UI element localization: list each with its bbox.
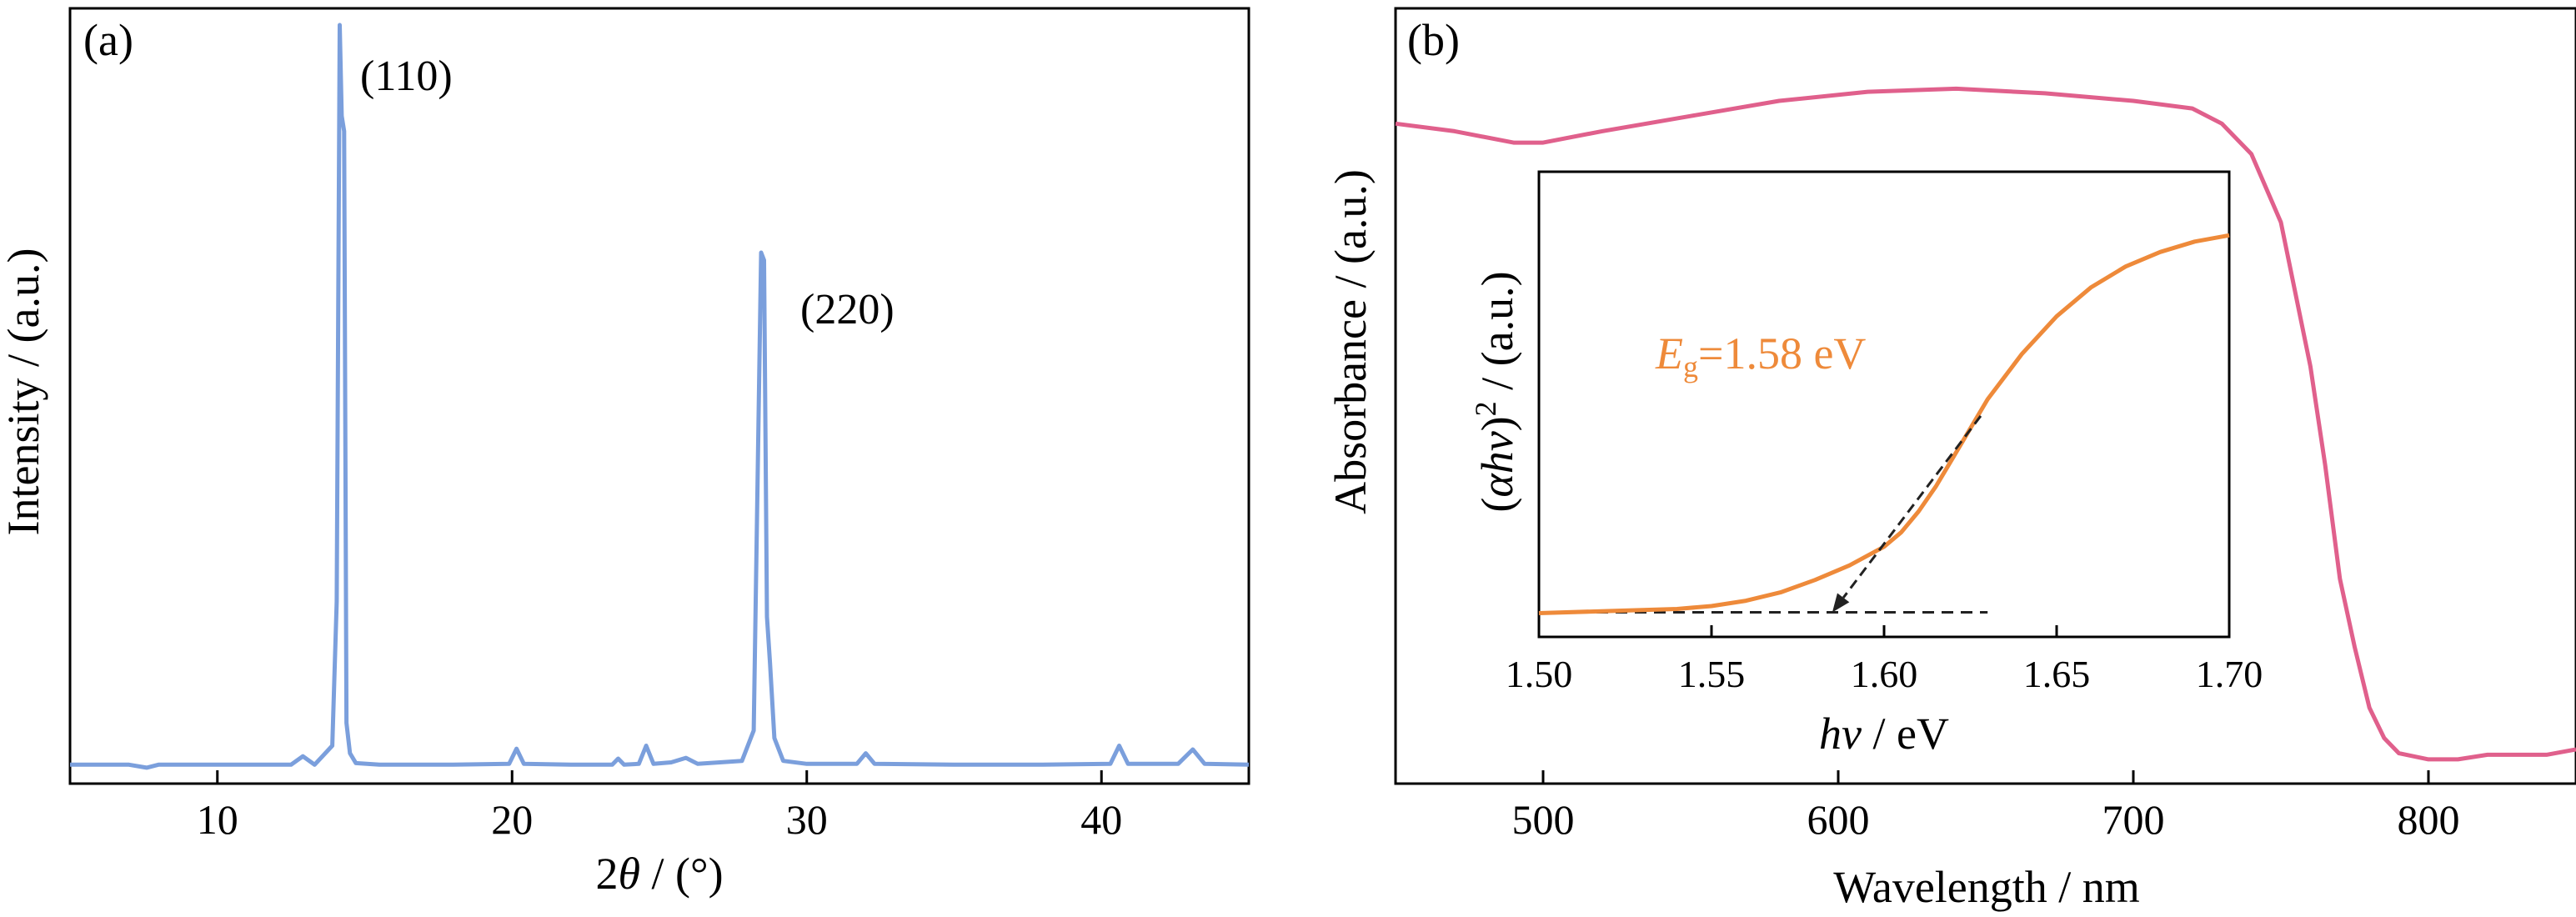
panel-b: 500 600 700 800 (b) Absorbance / (a.u.) Wav…: [1326, 7, 2576, 912]
inset-x-tick-label-2: 1.60: [1851, 653, 1918, 695]
panel-a-frame: [68, 7, 1250, 785]
xrd-series-line: [70, 23, 1250, 770]
panel-b-label: (b): [1407, 15, 1460, 65]
inset-y-axis-label: (αhν)2 / (a.u.): [1469, 271, 1522, 512]
inset-x-axis-label: hν / eV: [1819, 709, 1949, 759]
panel-a-x-tick-label-0: 10: [197, 796, 238, 843]
x-label-prefix: 2: [595, 849, 618, 899]
panel-b-x-tick-label-2: 700: [2102, 796, 2165, 843]
panel-a-label: (a): [83, 15, 133, 65]
tauc-inset: 1.50 1.55 1.60 1.65 1.70 Eg=1.58 eV (αhν)2 /…: [1469, 170, 2263, 759]
inset-ylabel-unit: / (a.u.): [1472, 271, 1522, 401]
tauc-tangent-arrow: [1842, 415, 1982, 599]
inset-background: [1537, 170, 2231, 639]
panel-a-y-axis-label: Intensity / (a.u.): [0, 248, 48, 536]
inset-x-tick-label-3: 1.65: [2023, 653, 2091, 695]
tauc-series-line: [1538, 233, 2230, 615]
panel-b-x-tick-label-0: 500: [1512, 796, 1575, 843]
x-label-suffix: / (°): [640, 849, 724, 899]
panel-b-frame: [1394, 7, 2576, 785]
panel-a-x-tick-label-3: 40: [1080, 796, 1122, 843]
tangent-arrowhead: [1832, 593, 1850, 613]
peak-label-110: (110): [360, 53, 453, 100]
inset-ylabel-close: ): [1472, 416, 1522, 431]
inset-ylabel-sup: 2: [1469, 401, 1502, 416]
inset-ylabel-open: (: [1472, 498, 1522, 513]
eg-annotation: Eg=1.58 eV: [1655, 328, 1866, 383]
inset-x-tick-label-0: 1.50: [1506, 653, 1573, 695]
inset-ylabel-var: αhν: [1472, 431, 1522, 497]
panel-b-x-ticks: 500 600 700 800: [1512, 770, 2460, 843]
panel-b-x-tick-label-3: 800: [2398, 796, 2460, 843]
inset-xlabel-var: hν: [1819, 709, 1862, 759]
eg-symbol: E: [1655, 328, 1683, 378]
peak-label-220: (220): [800, 286, 895, 333]
eg-value: =1.58 eV: [1698, 328, 1866, 378]
panel-a: 10 20 30 40 (a) (110) (220) Intensity / (a.…: [0, 7, 1250, 899]
eg-subscript: g: [1683, 350, 1698, 383]
x-label-theta: θ: [618, 849, 640, 899]
inset-xlabel-unit: / eV: [1862, 709, 1949, 759]
panel-a-x-tick-label-1: 20: [491, 796, 533, 843]
panel-b-x-axis-label: Wavelength / nm: [1833, 862, 2140, 912]
inset-x-tick-label-1: 1.55: [1678, 653, 1746, 695]
panel-a-x-tick-label-2: 30: [786, 796, 828, 843]
panel-b-y-axis-label: Absorbance / (a.u.): [1326, 169, 1376, 514]
panel-b-x-tick-label-1: 600: [1807, 796, 1870, 843]
inset-x-tick-label-4: 1.70: [2196, 653, 2263, 695]
absorbance-series-line: [1395, 86, 2576, 762]
panel-a-x-ticks: 10 20 30 40: [197, 770, 1122, 843]
inset-x-ticks: 1.50 1.55 1.60 1.65 1.70: [1506, 625, 2263, 695]
panel-a-x-axis-label: 2θ / (°): [595, 849, 723, 899]
